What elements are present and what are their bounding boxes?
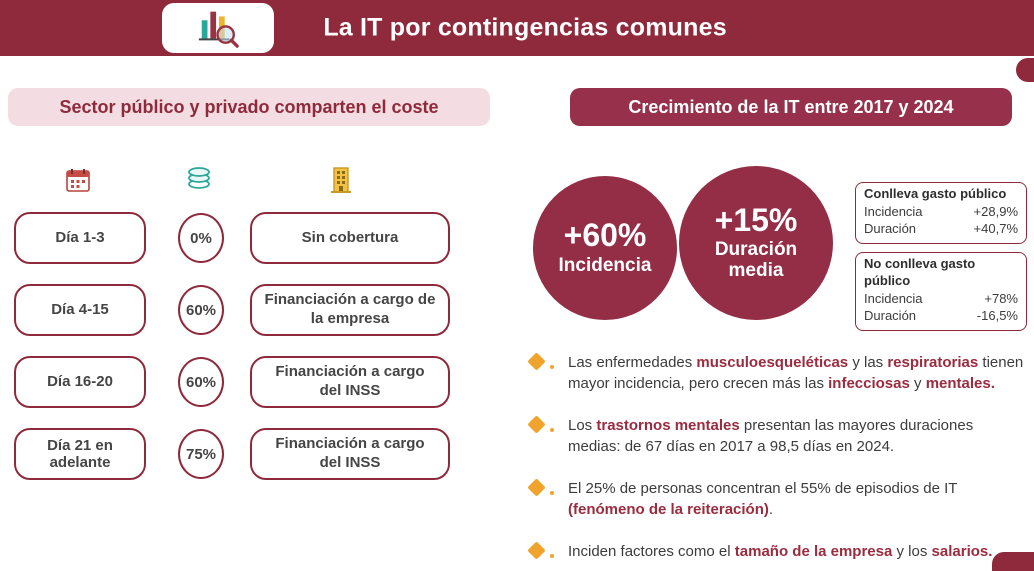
header-bar: La IT por contingencias comunes xyxy=(0,0,1034,56)
stat-box-title: No conlleva gasto público xyxy=(864,256,976,288)
stat-row-value: +78% xyxy=(984,290,1018,306)
stat-row-label: Incidencia xyxy=(864,290,923,306)
stat-label: Duración media xyxy=(714,239,798,282)
building-icon xyxy=(328,166,354,199)
list-item-text: El 25% de personas concentran el 55% de … xyxy=(568,480,958,518)
list-item-text: Los trastornos mentales presentan las ma… xyxy=(568,417,974,455)
list-item: El 25% de personas concentran el 55% de … xyxy=(522,478,1028,520)
stat-circle-duracion: +15% Duración media xyxy=(679,166,833,320)
diamond-bullet-icon xyxy=(522,478,568,499)
coins-icon xyxy=(186,166,212,195)
stat-value: +60% xyxy=(563,217,647,254)
right-section-title: Crecimiento de la IT entre 2017 y 2024 xyxy=(570,88,1012,126)
day-range: Día 1-3 xyxy=(14,212,146,264)
page-title: La IT por contingencias comunes xyxy=(323,13,727,42)
stat-row: Incidencia +28,9% xyxy=(864,203,1018,221)
percentage-badge: 75% xyxy=(178,429,224,479)
list-item: Inciden factores como el tamaño de la em… xyxy=(522,541,1028,562)
stat-row: Duración -16,5% xyxy=(864,307,1018,325)
stat-box-title: Conlleva gasto público xyxy=(864,186,1007,201)
list-item-text: Inciden factores como el tamaño de la em… xyxy=(568,543,993,560)
left-section-title: Sector público y privado comparten el co… xyxy=(8,88,490,126)
stat-row: Duración +40,7% xyxy=(864,220,1018,238)
stat-row-value: -16,5% xyxy=(976,308,1018,324)
cost-table: Día 1-3 0% Sin cobertura Día 4-15 60% Fi… xyxy=(14,212,450,480)
stat-row-label: Duración xyxy=(864,308,917,324)
stat-value: +15% xyxy=(714,201,798,238)
diamond-bullet-icon xyxy=(522,415,568,436)
coverage-description: Sin cobertura xyxy=(250,212,450,264)
table-row: Día 1-3 0% Sin cobertura xyxy=(14,212,450,264)
stat-row: Incidencia +78% xyxy=(864,290,1018,308)
list-item: Los trastornos mentales presentan las ma… xyxy=(522,415,1028,457)
percentage-badge: 60% xyxy=(178,285,224,335)
stat-row-label: Duración xyxy=(864,221,917,237)
stat-label: Incidencia xyxy=(558,254,652,276)
table-row: Día 4-15 60% Financiación a cargo de la … xyxy=(14,284,450,336)
table-row: Día 21 en adelante 75% Financiación a ca… xyxy=(14,428,450,480)
stat-box-no-gasto-publico: No conlleva gasto público Incidencia +78… xyxy=(855,252,1027,331)
list-item-text: Las enfermedades musculoesqueléticas y l… xyxy=(568,354,1024,392)
coverage-description: Financiación a cargo del INSS xyxy=(250,356,450,408)
calendar-icon xyxy=(64,166,92,199)
coverage-description: Financiación a cargo de la empresa xyxy=(250,284,450,336)
decorative-corner-top xyxy=(1016,58,1034,82)
percentage-badge: 0% xyxy=(178,213,224,263)
day-range: Día 16-20 xyxy=(14,356,146,408)
stat-row-value: +40,7% xyxy=(973,221,1018,237)
bar-chart-magnifier-icon xyxy=(195,4,241,53)
diamond-bullet-icon xyxy=(522,541,568,562)
stat-row-label: Incidencia xyxy=(864,203,923,219)
diamond-bullet-icon xyxy=(522,352,568,373)
header-icon-box xyxy=(162,3,274,53)
stat-circle-incidencia: +60% Incidencia xyxy=(533,176,677,320)
decorative-corner-bottom xyxy=(992,552,1034,571)
stat-box-gasto-publico: Conlleva gasto público Incidencia +28,9%… xyxy=(855,182,1027,244)
day-range: Día 21 en adelante xyxy=(14,428,146,480)
percentage-badge: 60% xyxy=(178,357,224,407)
day-range: Día 4-15 xyxy=(14,284,146,336)
stat-row-value: +28,9% xyxy=(973,203,1018,219)
table-row: Día 16-20 60% Financiación a cargo del I… xyxy=(14,356,450,408)
list-item: Las enfermedades musculoesqueléticas y l… xyxy=(522,352,1028,394)
coverage-description: Financiación a cargo del INSS xyxy=(250,428,450,480)
findings-list: Las enfermedades musculoesqueléticas y l… xyxy=(522,352,1028,562)
